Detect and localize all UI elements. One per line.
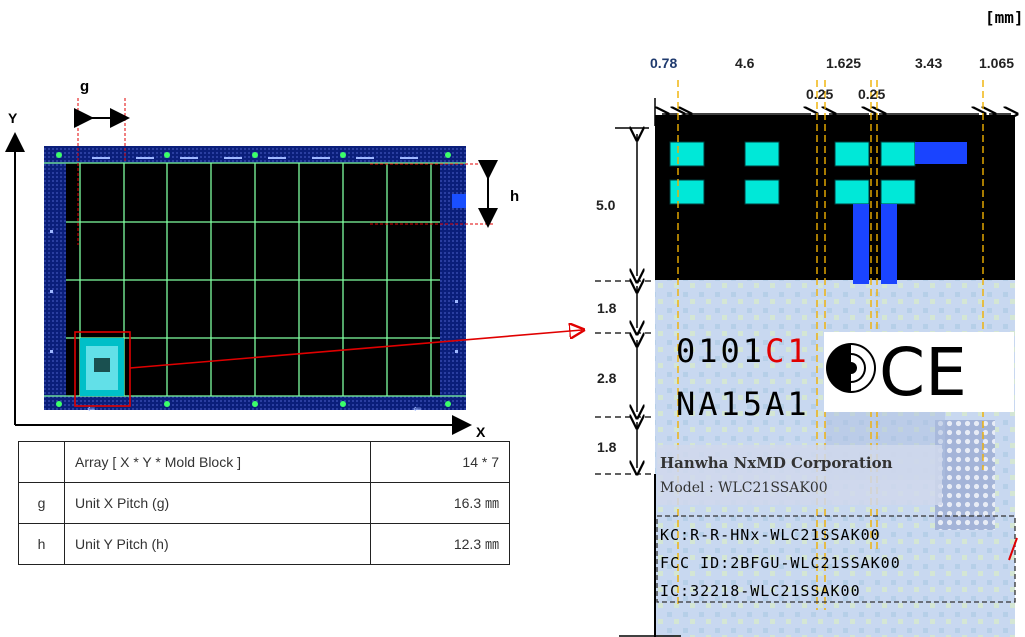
y-axis-label: Y	[8, 110, 18, 126]
x-axis-label: X	[476, 424, 486, 440]
ce-mark-icon: CE	[879, 334, 967, 411]
svg-text:⇐: ⇐	[413, 404, 421, 415]
left-dim-3: 2.8	[597, 370, 617, 386]
table-row: Array [ X * Y * Mold Block ] 14 * 7	[18, 441, 510, 483]
row-value: 14 * 7	[370, 441, 510, 483]
left-dim-1: 5.0	[596, 197, 616, 213]
row-name: Unit X Pitch (g)	[64, 482, 371, 524]
table-row: h Unit Y Pitch (h) 12.3 ㎜	[18, 523, 510, 565]
top-dim-1: 0.78	[650, 55, 678, 71]
h-label: h	[510, 188, 520, 205]
top-dim-4: 3.43	[915, 55, 943, 71]
cert-id-box	[656, 515, 1016, 603]
antenna-trace	[915, 142, 967, 164]
model-number: Model : WLC21SSAK00	[660, 480, 828, 496]
code-text: 0101	[676, 332, 766, 370]
unit-label: [mm]	[985, 8, 1024, 27]
top-dim-2: 4.6	[735, 55, 755, 71]
antenna-pads	[669, 141, 916, 205]
kc-id: KC:R-R-HNx-WLC21SSAK00	[660, 526, 881, 544]
table-row: g Unit X Pitch (g) 16.3 ㎜	[18, 482, 510, 524]
row-name: Array [ X * Y * Mold Block ]	[64, 441, 371, 483]
top-dim-3: 1.625	[826, 55, 862, 71]
sub-dim-2: 0.25	[858, 86, 886, 102]
row-value: 16.3 ㎜	[370, 482, 510, 524]
sub-dim-1: 0.25	[806, 86, 834, 102]
code-red-text: C1	[765, 332, 810, 370]
strip-array-diagram: ⇐ ⇐	[5, 98, 600, 435]
company-name: Hanwha NxMD Corporation	[660, 454, 893, 472]
product-code-line-1: 0101C1	[676, 335, 810, 367]
ic-id: IC:32218-WLC21SSAK00	[660, 582, 861, 600]
frame-notch	[452, 194, 466, 208]
frame-markers	[50, 157, 458, 353]
row-name: Unit Y Pitch (h)	[64, 523, 371, 565]
svg-text:⇐: ⇐	[87, 404, 95, 415]
module-detail-diagram: CE	[595, 80, 1025, 637]
spec-table: Array [ X * Y * Mold Block ] 14 * 7 g Un…	[18, 441, 510, 565]
g-label: g	[80, 78, 90, 95]
product-code-line-2: NA15A1	[676, 385, 810, 423]
row-symbol	[18, 441, 65, 483]
left-dim-2: 1.8	[597, 300, 617, 316]
detail-leader-arrow	[129, 330, 582, 369]
fiducial-dots	[56, 152, 451, 407]
top-dim-5: 1.065	[979, 55, 1015, 71]
left-dim-4: 1.8	[597, 439, 617, 455]
row-symbol: h	[18, 523, 65, 565]
row-value: 12.3 ㎜	[370, 523, 510, 565]
highlight-box	[74, 331, 131, 407]
fcc-id: FCC ID:2BFGU-WLC21SSAK00	[660, 554, 901, 572]
row-symbol: g	[18, 482, 65, 524]
